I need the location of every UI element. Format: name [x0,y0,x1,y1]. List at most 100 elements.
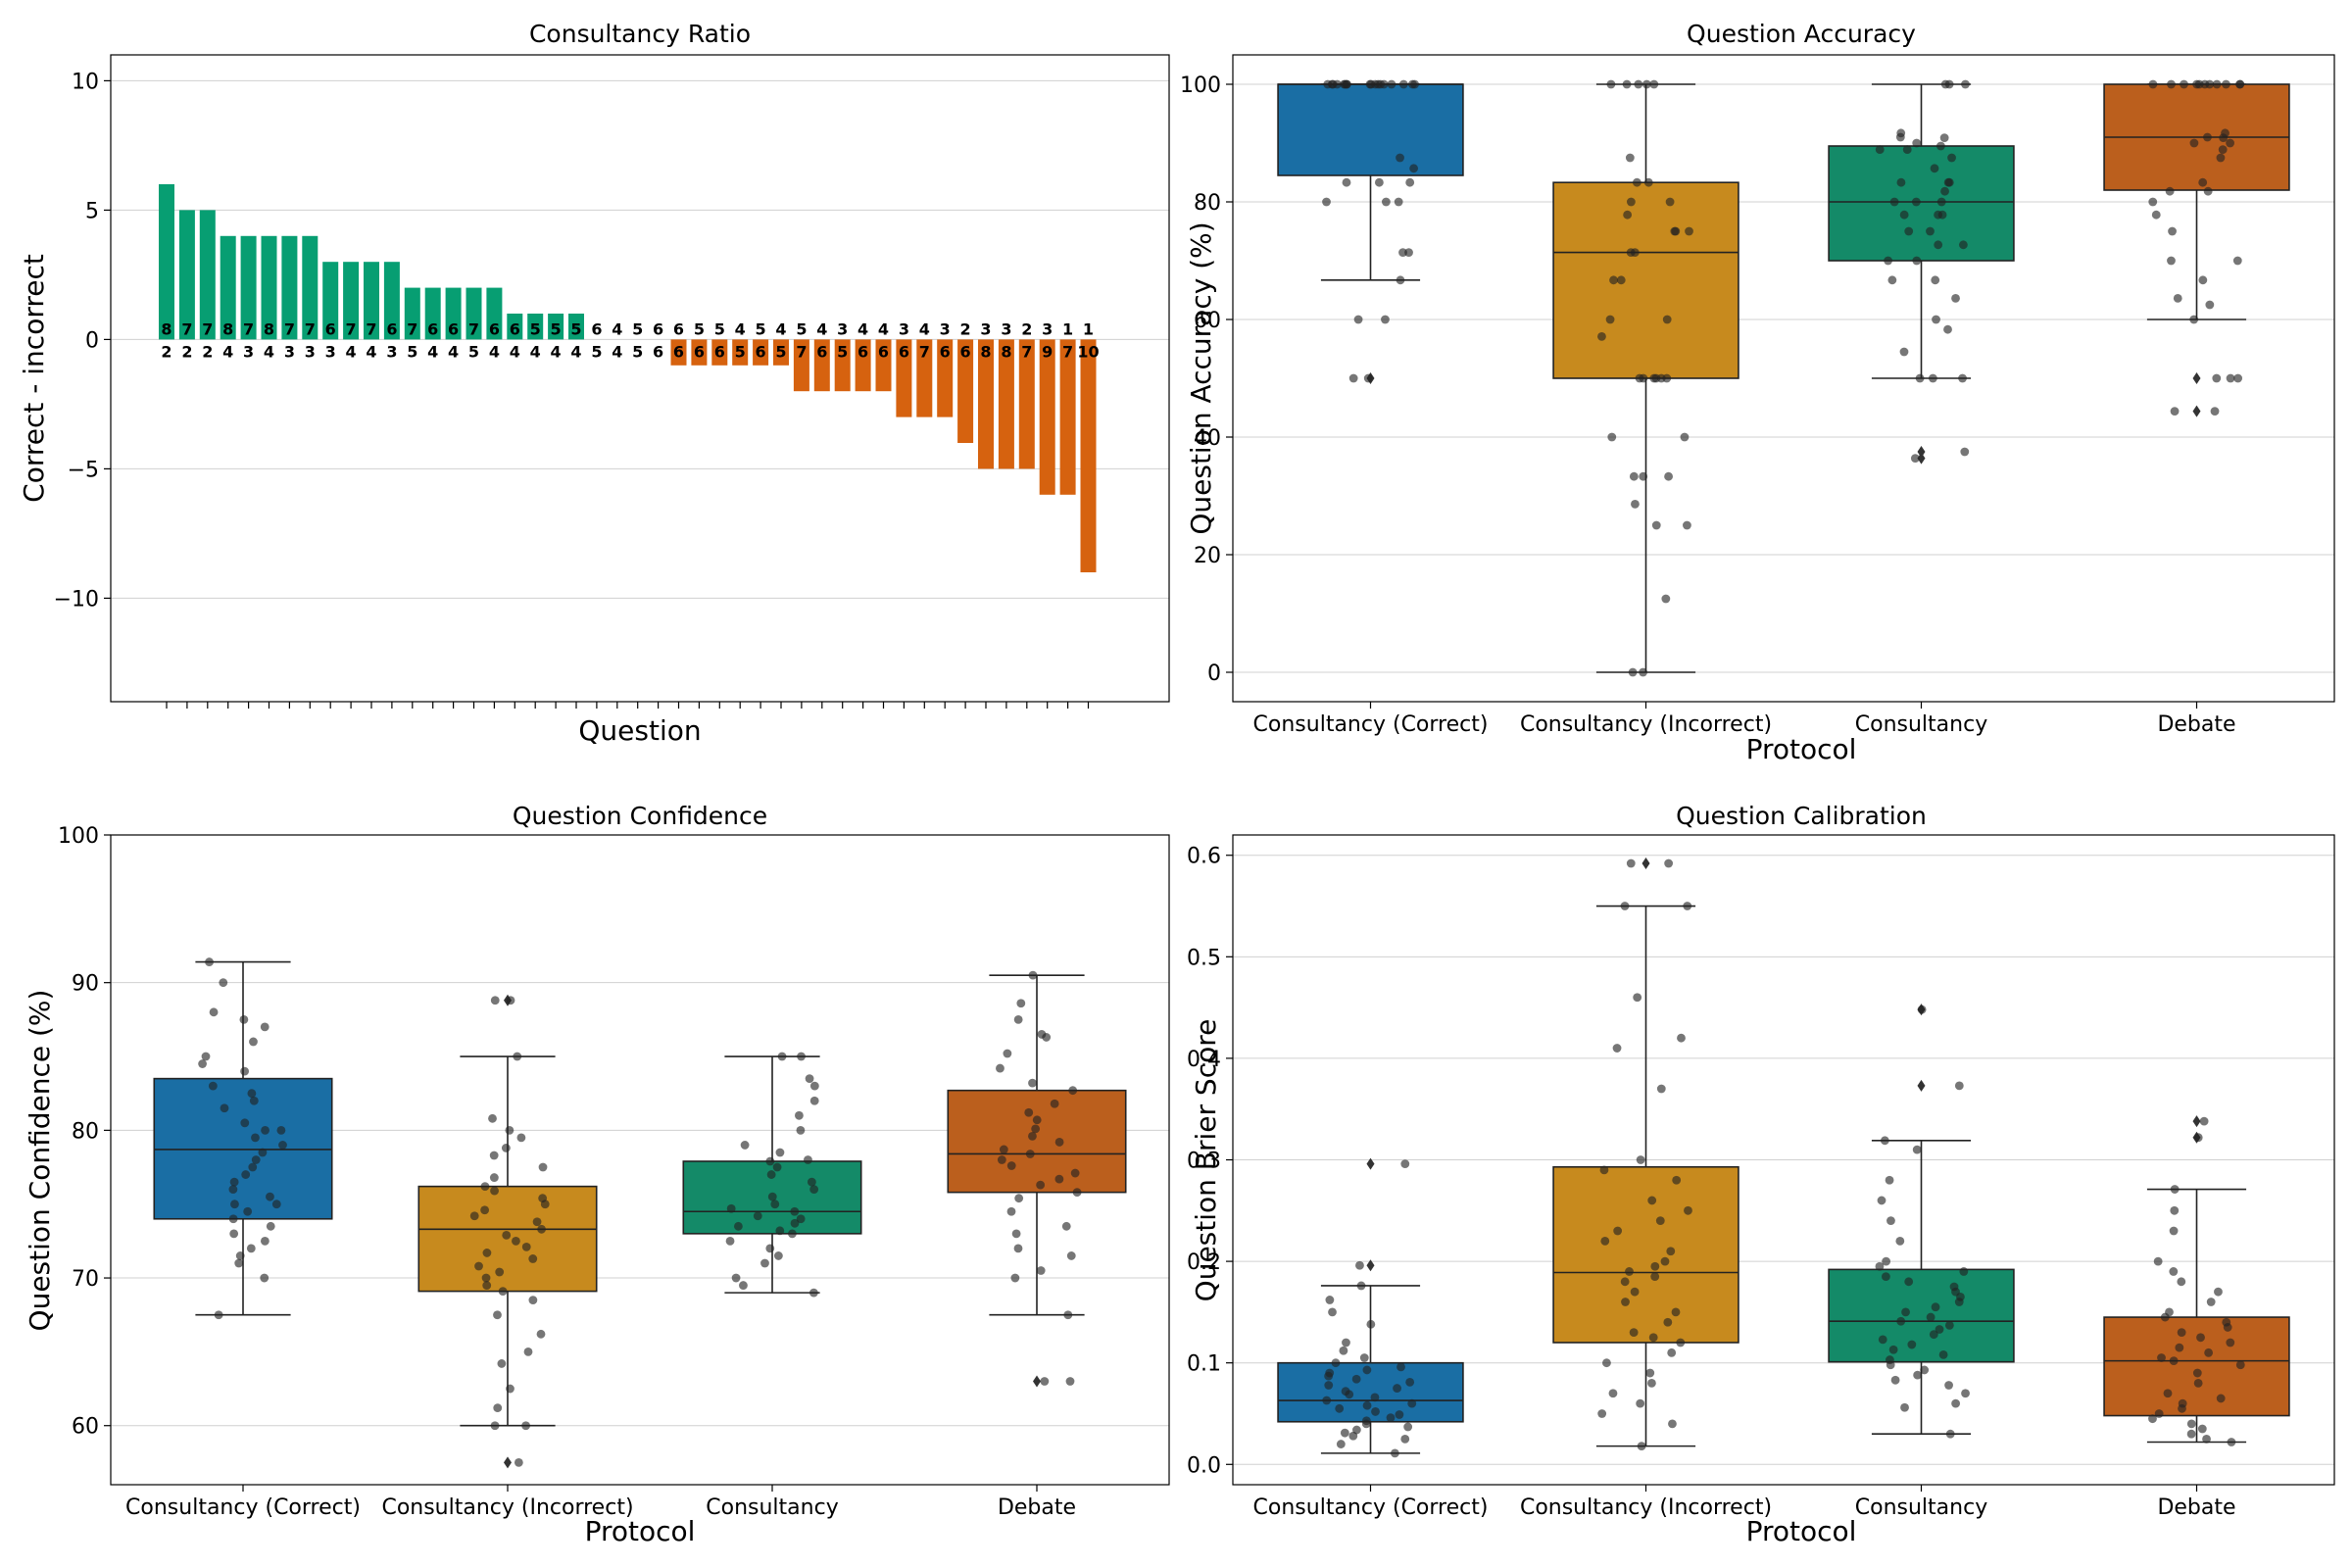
accuracy-point [1951,294,1960,303]
ratio-bar [507,314,523,340]
ratio-incorrect-count: 5 [632,342,643,361]
ratio-bars [159,184,1097,572]
confidence-point [249,1037,258,1047]
calibration-point [2175,1343,2184,1352]
ratio-bar [773,339,789,366]
calibration-point [1647,1196,1657,1205]
confidence-point [490,1421,500,1431]
confidence-point [1054,1174,1064,1184]
confidence-point [796,1125,806,1135]
accuracy-point [1899,347,1909,357]
calibration-plot-frame [1232,834,2335,1486]
accuracy-point [1934,210,1943,220]
accuracy-x-tick-label: Consultancy [1855,712,1987,737]
accuracy-point [1597,332,1606,341]
confidence-point [502,1230,512,1240]
calibration-y-tick-label: 0.0 [1187,1453,1221,1478]
confidence-point [809,1096,819,1105]
calibration-point [1677,1033,1686,1043]
accuracy-point [1609,275,1618,285]
ratio-correct-count: 5 [756,319,766,338]
confidence-point [495,1267,505,1277]
ratio-y-ticks: 10 5 0 −5 −10 [54,70,111,612]
confidence-point [521,1243,531,1251]
calibration-y-label: Question Brier Score [1190,1019,1222,1302]
confidence-point [1016,999,1026,1008]
ratio-incorrect-count: 5 [775,342,786,361]
accuracy-point [1363,373,1373,383]
calibration-point [1668,1419,1677,1429]
ratio-correct-count: 4 [735,319,746,338]
calibration-point [1667,1348,1677,1357]
ratio-correct-count: 3 [899,319,909,338]
ratio-incorrect-count: 2 [161,342,172,361]
ratio-incorrect-count: 6 [960,342,971,361]
ratio-incorrect-count: 5 [591,342,602,361]
confidence-point [474,1261,483,1271]
accuracy-point [1931,275,1940,285]
confidence-point [777,1052,787,1061]
accuracy-flier [2192,405,2201,417]
confidence-point [521,1421,530,1431]
accuracy-point [1642,79,1651,89]
confidence-point [740,1141,750,1150]
confidence-point [482,1281,492,1290]
confidence-point [208,1081,218,1091]
calibration-point [1875,1261,1885,1271]
accuracy-point [1940,186,1949,196]
accuracy-point [2167,79,2176,89]
accuracy-point [1348,373,1358,383]
calibration-y-tick-label: 0.6 [1187,845,1221,869]
calibration-point [1395,1410,1404,1419]
calibration-point [1671,1307,1681,1317]
ratio-incorrect-count: 4 [346,342,357,361]
calibration-point [1900,1402,1909,1412]
confidence-point [235,1251,245,1260]
confidence-point [997,1155,1006,1164]
ratio-correct-count: 5 [551,319,562,338]
accuracy-point [1947,153,1956,163]
ratio-bar [834,339,851,392]
accuracy-point [2200,79,2210,89]
ratio-correct-count: 3 [980,319,991,338]
confidence-point [772,1162,782,1172]
ratio-incorrect-count: 7 [796,342,807,361]
ratio-bar [855,339,871,392]
calibration-point [1407,1398,1417,1408]
accuracy-point [1884,256,1892,266]
calibration-flier [1366,1259,1375,1272]
ratio-incorrect-count: 7 [1021,342,1032,361]
calibration-x-label: Protocol [1746,1515,1857,1547]
confidence-point [246,1244,256,1253]
ratio-y-label: Correct - incorrect [18,254,50,503]
calibration-point [2154,1409,2164,1418]
ratio-bar [793,339,809,392]
calibration-point [1886,1360,1895,1370]
confidence-plot-frame [110,834,1170,1486]
ratio-bar-count-labels: 8272728473847373637474637564647564645454… [161,319,1099,361]
accuracy-y-tick-label: 40 [1194,426,1221,451]
calibration-point [2199,1116,2209,1126]
ratio-correct-count: 3 [837,319,848,338]
calibration-point [1650,1261,1660,1271]
accuracy-point [1387,79,1396,89]
calibration-point [2169,1356,2179,1366]
accuracy-point [1910,454,1920,463]
calibration-point [2157,1353,2166,1362]
calibration-point [1328,1307,1337,1317]
accuracy-point [1623,210,1633,220]
accuracy-box [1552,181,1740,379]
confidence-point [726,1203,736,1213]
confidence-point [809,1081,819,1091]
confidence-point [234,1258,244,1268]
accuracy-point [2212,79,2222,89]
accuracy-point [2189,138,2199,148]
accuracy-point [1915,373,1925,383]
confidence-point [805,1074,814,1084]
accuracy-point [1683,520,1691,530]
accuracy-point [1649,79,1659,89]
calibration-point [1944,1381,1953,1390]
accuracy-point [1930,164,1939,173]
calibration-point [1637,1442,1646,1451]
calibration-point [2148,1414,2157,1424]
